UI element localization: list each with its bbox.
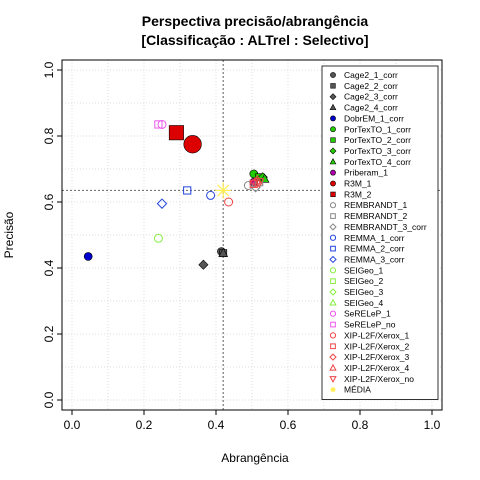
legend-marker	[330, 278, 336, 284]
legend-marker	[330, 191, 336, 197]
legend-marker	[329, 234, 337, 241]
legend-marker	[330, 115, 336, 122]
legend-label: R3M_1	[344, 179, 372, 189]
x-tick-label: 0.4	[208, 418, 225, 432]
legend-label: XIP-L2F/Xerox_4	[344, 363, 409, 373]
legend-label: Cage2_4_corr	[344, 103, 398, 113]
legend-label: MÉDIA	[344, 385, 371, 395]
legend: Cage2_1_corrCage2_2_corrCage2_3_corrCage…	[321, 65, 439, 400]
legend-label: PorTexTO_3_corr	[344, 146, 411, 156]
legend-marker	[330, 213, 336, 219]
legend-label: SeRELeP_no	[344, 320, 396, 330]
x-tick-label: 1.0	[424, 418, 441, 432]
y-tick-label: 1.0	[42, 61, 56, 78]
legend-marker	[329, 376, 337, 383]
legend-marker	[330, 387, 336, 393]
x-tick-label: 0.8	[352, 418, 369, 432]
data-point-m-dia	[215, 182, 232, 199]
legend-marker	[330, 343, 336, 350]
data-points	[83, 119, 270, 270]
legend-label: XIP-L2F/Xerox_1	[344, 330, 409, 340]
legend-label: REMMA_1_corr	[344, 233, 405, 243]
legend-marker	[329, 363, 337, 371]
legend-marker	[329, 93, 337, 101]
legend-label: PorTexTO_2_corr	[344, 135, 411, 145]
axis-ticks: 0.0 0.2 0.4 0.6 0.8 1.0 0.0 0.2 0.4 0.6 0.8 1.0	[42, 61, 441, 432]
chart-title: Perspectiva precisão/abrangência	[142, 13, 369, 29]
data-point-xip-l2f-xerox-3	[250, 176, 261, 188]
legend-marker	[330, 180, 336, 187]
data-point-remma-1-corr	[206, 190, 216, 200]
legend-label: REMMA_3_corr	[344, 254, 405, 264]
legend-marker	[329, 103, 337, 111]
legend-label: Cage2_3_corr	[344, 92, 398, 102]
legend-marker	[329, 332, 337, 339]
x-axis-label: Abrangência	[221, 451, 289, 465]
chart-subtitle: [Classificação : ALTrel : Selectivo]	[141, 32, 368, 48]
legend-marker	[329, 298, 337, 306]
y-tick-label: 0.4	[42, 259, 56, 276]
data-point-cage2-3-corr	[198, 259, 209, 270]
legend-marker	[330, 137, 336, 143]
legend-label: PorTexTO_4_corr	[344, 157, 411, 167]
data-point-remma-2-corr	[183, 186, 192, 195]
legend-label: Cage2_1_corr	[344, 70, 398, 80]
legend-label: SeRELeP_1	[344, 309, 391, 319]
data-point-xip-l2f-xerox-no	[253, 178, 265, 189]
legend-label: SEIGeo_4	[344, 298, 383, 308]
legend-marker	[329, 267, 337, 274]
legend-marker	[330, 83, 336, 89]
legend-label: SEIGeo_3	[344, 287, 383, 297]
legend-label: DobrEM_1_corr	[344, 113, 404, 123]
legend-label: XIP-L2F/Xerox_3	[344, 352, 409, 362]
data-point-r3m-1	[183, 135, 202, 154]
legend-label: XIP-L2F/Xerox_no	[344, 374, 414, 384]
legend-marker	[329, 202, 337, 209]
legend-label: PorTexTO_1_corr	[344, 124, 411, 134]
data-point-remma-3-corr	[156, 198, 168, 209]
legend-label: REMBRANDT_3_corr	[344, 222, 427, 232]
legend-box	[321, 65, 439, 400]
y-tick-label: 0.2	[42, 325, 56, 342]
legend-marker	[329, 223, 337, 231]
legend-marker	[329, 147, 337, 155]
data-point-r3m-2	[168, 125, 184, 141]
legend-label: REMBRANDT_2	[344, 211, 408, 221]
legend-label: R3M_2	[344, 189, 372, 199]
data-point-cage2-4-corr	[218, 247, 229, 257]
y-tick-label: 0.8	[42, 127, 56, 144]
x-tick-label: 0.2	[136, 418, 153, 432]
legend-marker	[329, 310, 337, 317]
data-point-serelep-no	[154, 120, 163, 129]
legend-label: XIP-L2F/Xerox_2	[344, 341, 409, 351]
legend-label: REMBRANDT_1	[344, 200, 408, 210]
legend-label: SEIGeo_2	[344, 276, 383, 286]
legend-marker	[330, 126, 336, 133]
plot-frame	[61, 59, 443, 411]
legend-label: REMMA_2_corr	[344, 244, 405, 254]
legend-marker	[330, 321, 336, 328]
x-tick-label: 0.6	[280, 418, 297, 432]
legend-marker	[329, 255, 337, 264]
legend-marker	[329, 353, 337, 361]
legend-marker	[329, 158, 337, 165]
legend-marker	[329, 288, 337, 296]
data-point-seigeo-1	[153, 233, 163, 243]
y-tick-label: 0.6	[42, 193, 56, 210]
legend-label: Priberam_1	[344, 168, 388, 178]
x-tick-label: 0.0	[64, 418, 81, 432]
data-point-xip-l2f-xerox-1	[224, 197, 234, 207]
y-axis-label: Precisão	[2, 211, 16, 258]
legend-marker	[330, 169, 336, 176]
y-tick-label: 0.0	[42, 391, 56, 408]
legend-marker	[330, 72, 336, 78]
legend-label: Cage2_2_corr	[344, 81, 398, 91]
legend-label: SEIGeo_1	[344, 265, 383, 275]
data-point-dobrem-1-corr	[83, 252, 93, 261]
legend-marker	[330, 245, 336, 252]
